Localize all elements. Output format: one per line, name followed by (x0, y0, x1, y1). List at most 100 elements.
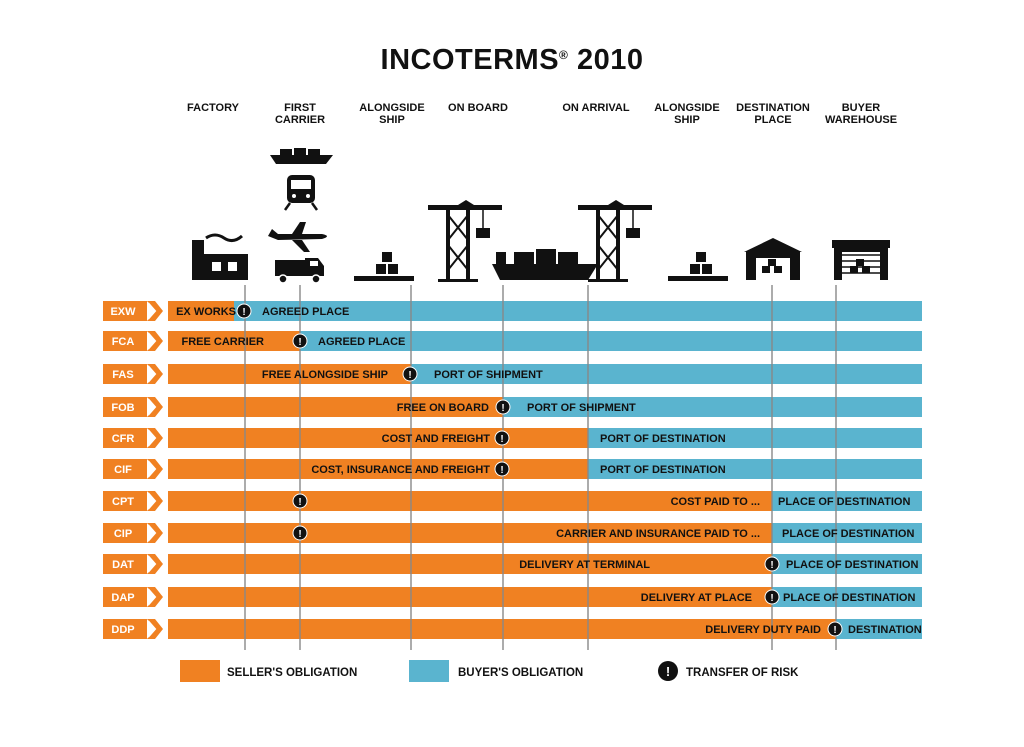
seller-obligation-bar (168, 364, 411, 384)
warehouse-icon (744, 238, 802, 280)
seller-label: CARRIER AND INSURANCE PAID TO ... (556, 528, 760, 540)
term-row-dat: DAT (103, 554, 922, 574)
risk-glyph: ! (298, 497, 301, 508)
legend-seller-label: SELLER'S OBLIGATION (227, 667, 357, 679)
transfer-of-risk-marker: ! (402, 366, 418, 382)
term-row-exw: EXW (103, 301, 922, 321)
buyer-obligation-bar (411, 364, 922, 384)
chevron-stroke (147, 332, 157, 350)
term-code: DAT (112, 559, 134, 571)
registered-mark: ® (559, 48, 569, 62)
seller-obligation-bar (168, 587, 772, 607)
column-header: ALONGSIDE SHIP (359, 102, 425, 126)
transfer-of-risk-marker: ! (292, 525, 308, 541)
buyer-obligation-bar (300, 331, 922, 351)
legend-buyer-swatch (409, 660, 449, 682)
buyer-obligation-bar (503, 397, 922, 417)
seller-label: EX WORKS (176, 306, 236, 318)
term-code: EXW (110, 306, 136, 318)
transfer-of-risk-marker: ! (236, 303, 252, 319)
term-labels-fca: FREE CARRIER AGREED PLACE! (181, 333, 405, 349)
transfer-of-risk-marker: ! (494, 430, 510, 446)
risk-glyph: ! (833, 625, 836, 636)
term-row-fas: FAS (103, 364, 922, 384)
pallet-icon (354, 252, 414, 281)
risk-icon (764, 589, 780, 605)
legend-buyer-label: BUYER'S OBLIGATION (458, 667, 583, 679)
risk-glyph: ! (298, 529, 301, 540)
seller-label: FREE CARRIER (181, 336, 264, 348)
legend-seller-swatch (180, 660, 220, 682)
buyer-label: PORT OF SHIPMENT (527, 402, 636, 414)
chevron-stroke (147, 588, 157, 606)
legend-risk-label: TRANSFER OF RISK (686, 667, 799, 679)
buyer-obligation-bar (772, 587, 922, 607)
transport-icons (192, 148, 890, 284)
risk-icon (827, 621, 843, 637)
term-labels-cif: COST, INSURANCE AND FREIGHT PORT OF DESTI… (311, 461, 726, 477)
buyer-obligation-bar (588, 459, 922, 479)
buyer-label: PORT OF DESTINATION (600, 433, 726, 445)
buyer-label: PORT OF DESTINATION (600, 464, 726, 476)
term-labels-cip: CARRIER AND INSURANCE PAID TO ... PLACE O… (292, 525, 914, 541)
term-code-tab (103, 301, 147, 321)
term-row-cif: CIF (103, 459, 922, 479)
term-code-tab (103, 397, 147, 417)
risk-glyph: ! (500, 434, 503, 445)
risk-icon (494, 461, 510, 477)
risk-icon (292, 525, 308, 541)
term-code-tab (103, 587, 147, 607)
term-labels-dap: DELIVERY AT PLACE PLACE OF DESTINATION! (641, 589, 915, 605)
risk-glyph: ! (770, 593, 773, 604)
risk-icon (494, 430, 510, 446)
warehouse-icon (832, 240, 890, 280)
transfer-of-risk-marker: ! (827, 621, 843, 637)
transfer-of-risk-marker: ! (494, 461, 510, 477)
risk-icon (764, 556, 780, 572)
term-code: DAP (111, 592, 134, 604)
seller-label: FREE ON BOARD (397, 402, 489, 414)
term-labels-fas: FREE ALONGSIDE SHIP PORT OF SHIPMENT! (262, 366, 543, 382)
term-row-dap: DAP (103, 587, 922, 607)
column-header: ALONGSIDE SHIP (654, 102, 720, 126)
seller-obligation-bar (168, 619, 836, 639)
term-code: FCA (112, 336, 135, 348)
term-labels-fob: FREE ON BOARD PORT OF SHIPMENT! (397, 399, 636, 415)
seller-obligation-bar (168, 491, 772, 511)
term-code: DDP (111, 624, 134, 636)
buyer-label: PLACE OF DESTINATION (786, 559, 918, 571)
seller-obligation-bar (168, 397, 503, 417)
term-row-ddp: DDP (103, 619, 922, 639)
transfer-of-risk-marker: ! (495, 399, 511, 415)
seller-obligation-bar (168, 554, 772, 574)
seller-obligation-bar (168, 301, 234, 321)
chevron-stroke (147, 492, 157, 510)
risk-glyph: ! (500, 465, 503, 476)
term-labels-cpt: COST PAID TO ... PLACE OF DESTINATION! (292, 493, 910, 509)
ship-icon (270, 148, 333, 164)
term-code-tab (103, 331, 147, 351)
term-code: FOB (111, 402, 134, 414)
crane-icon (578, 200, 652, 282)
term-row-cfr: CFR (103, 428, 922, 448)
transfer-of-risk-marker: ! (292, 333, 308, 349)
chevron-stroke (147, 302, 157, 320)
chevron-stroke (147, 524, 157, 542)
seller-label: DELIVERY AT TERMINAL (519, 559, 650, 571)
buyer-label: AGREED PLACE (318, 336, 405, 348)
seller-label: COST AND FREIGHT (382, 433, 491, 445)
chevron-stroke (147, 620, 157, 638)
train-icon (283, 175, 319, 211)
term-row-cpt: CPT (103, 491, 922, 511)
page-title: INCOTERMS® 2010 (0, 44, 1024, 77)
airplane-icon (268, 222, 327, 252)
term-labels-dat: DELIVERY AT TERMINAL PLACE OF DESTINATION… (519, 556, 918, 572)
stage-dividers (244, 285, 837, 650)
seller-obligation-bar (168, 428, 588, 448)
risk-glyph: ! (298, 337, 301, 348)
title-year: 2010 (576, 44, 644, 76)
pallet-icon (668, 252, 728, 281)
buyer-label: AGREED PLACE (262, 306, 349, 318)
term-labels-ddp: DELIVERY DUTY PAID DESTINATION! (705, 621, 922, 637)
